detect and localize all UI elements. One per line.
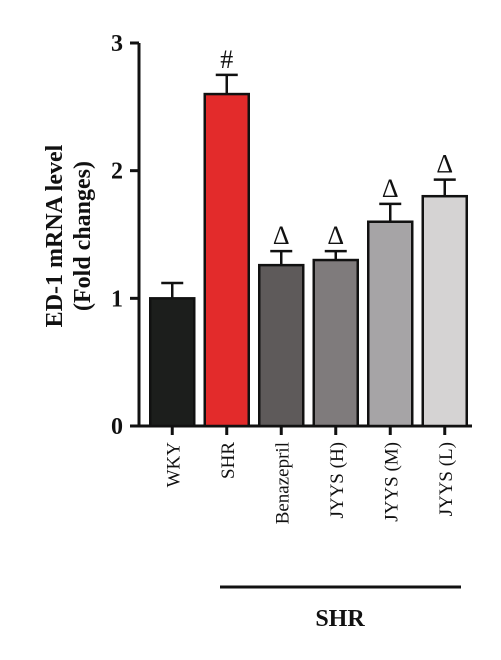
significance-marker: Δ bbox=[327, 221, 344, 250]
bar bbox=[258, 263, 305, 428]
bar bbox=[203, 92, 250, 428]
bars bbox=[149, 73, 468, 428]
group-label: SHR bbox=[315, 606, 365, 632]
y-axis-label-line2: (Fold changes) bbox=[70, 161, 96, 311]
labels: 0 1 2 3 WKY SHR # Benazepril Δ JYYS (H) Δ JYYS (M) Δ… bbox=[111, 31, 457, 524]
bar bbox=[149, 297, 196, 428]
significance-marker: Δ bbox=[273, 221, 290, 250]
x-tick-label: WKY bbox=[163, 442, 184, 488]
significance-marker: Δ bbox=[382, 174, 399, 203]
significance-marker: Δ bbox=[436, 150, 453, 179]
y-axis-label: ED-1 mRNA level (Fold changes) bbox=[42, 144, 96, 327]
y-tick-label: 2 bbox=[111, 159, 123, 185]
y-tick-label: 0 bbox=[111, 414, 123, 440]
y-axis-label-line1: ED-1 mRNA level bbox=[42, 144, 68, 327]
bar bbox=[312, 258, 359, 428]
bar bbox=[421, 194, 468, 428]
x-tick-label: SHR bbox=[218, 442, 239, 479]
y-tick-label: 3 bbox=[111, 31, 123, 57]
x-tick-label: JYYS (L) bbox=[436, 442, 457, 516]
x-tick-label: JYYS (M) bbox=[381, 442, 402, 522]
bar bbox=[367, 220, 414, 428]
y-tick-label: 1 bbox=[111, 286, 123, 312]
x-tick-label: JYYS (H) bbox=[327, 442, 348, 519]
x-tick-label: Benazepril bbox=[272, 442, 293, 524]
significance-marker: # bbox=[220, 45, 233, 74]
